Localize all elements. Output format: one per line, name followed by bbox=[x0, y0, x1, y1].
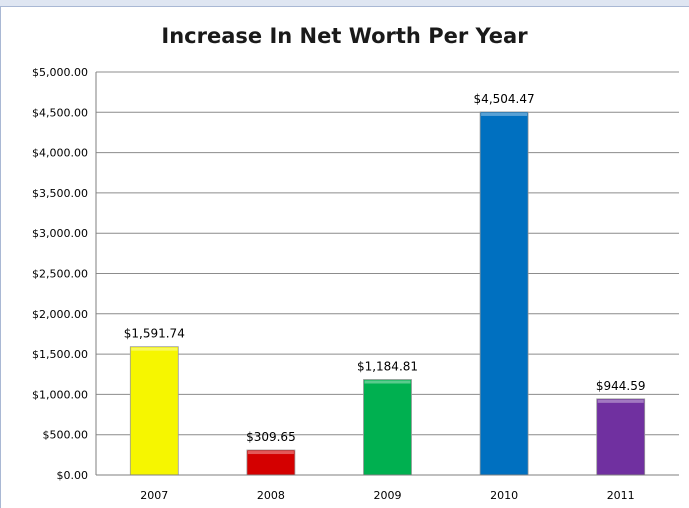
x-axis-tick-labels: 2007 2008 2009 2010 2011 bbox=[140, 489, 634, 502]
x-tick-label: 2008 bbox=[257, 489, 285, 502]
bar-highlight bbox=[597, 399, 644, 403]
y-tick-label: $2,500.00 bbox=[32, 268, 88, 281]
data-label: $1,591.74 bbox=[124, 327, 185, 341]
y-tick-label: $3,000.00 bbox=[32, 227, 88, 240]
bars bbox=[129, 111, 646, 476]
gridlines bbox=[96, 71, 679, 476]
data-label: $4,504.47 bbox=[474, 92, 535, 106]
y-tick-label: $3,500.00 bbox=[32, 187, 88, 200]
bar bbox=[363, 379, 412, 476]
y-tick-label: $4,500.00 bbox=[32, 106, 88, 119]
data-label: $944.59 bbox=[596, 379, 646, 393]
chart-frame bbox=[0, 6, 689, 508]
bar bbox=[479, 111, 529, 476]
y-tick-label: $1,000.00 bbox=[32, 388, 88, 401]
y-tick-label: $500.00 bbox=[43, 429, 89, 442]
data-labels: $1,591.74 $309.65 $1,184.81 $4,504.47 $944.5… bbox=[124, 92, 646, 444]
data-label: $1,184.81 bbox=[357, 360, 418, 374]
bar-highlight bbox=[364, 380, 411, 384]
y-axis-tick-labels: $0.00 $500.00 $1,000.00 $1,500.00 $2,000.00 $… bbox=[32, 66, 88, 482]
y-tick-label: $0.00 bbox=[57, 469, 89, 482]
bar bbox=[129, 346, 179, 476]
bar-highlight bbox=[247, 451, 294, 455]
y-tick-label: $4,000.00 bbox=[32, 147, 88, 160]
y-tick-label: $1,500.00 bbox=[32, 348, 88, 361]
x-tick-label: 2011 bbox=[607, 489, 635, 502]
bar bbox=[596, 398, 646, 476]
x-tick-label: 2010 bbox=[490, 489, 518, 502]
x-tick-label: 2007 bbox=[140, 489, 168, 502]
bar-highlight bbox=[131, 347, 178, 351]
y-tick-label: $2,000.00 bbox=[32, 308, 88, 321]
x-tick-label: 2009 bbox=[374, 489, 402, 502]
y-tick-label: $5,000.00 bbox=[32, 66, 88, 79]
chart-title: Increase In Net Worth Per Year bbox=[161, 24, 528, 48]
bar-highlight bbox=[481, 112, 528, 116]
data-label: $309.65 bbox=[246, 430, 296, 444]
axes bbox=[95, 72, 679, 476]
